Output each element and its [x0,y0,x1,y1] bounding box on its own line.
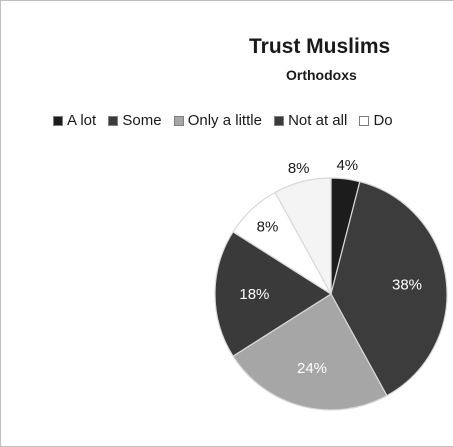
legend-label: A lot [67,112,97,129]
data-label-2: 24% [297,360,327,377]
legend-swatch [359,115,370,126]
data-label-3: 18% [239,286,269,303]
legend-swatch [173,115,184,126]
chart-subtitle: Orthodoxs [286,67,357,83]
pie-slice-2 [232,293,388,411]
legend-item-a-lot: A lot [53,112,96,129]
data-label-1: 38% [392,276,422,293]
legend-item-only-a-little: Only a little [173,112,262,129]
chart-title: Trust Muslims [249,35,391,58]
legend-label: Some [122,112,162,129]
legend-label: Only a little [187,112,262,129]
legend-label: Do [373,112,393,129]
pie-slice-3 [214,231,333,357]
data-label-4: 8% [257,218,279,235]
legend-swatch [53,115,63,126]
legend-item-not-at-all: Not at all [274,112,347,129]
data-label-0: 4% [336,157,358,174]
legend-swatch [274,115,285,126]
data-label-5: 8% [288,160,310,177]
legend-swatch [108,115,119,126]
legend-item-some: Some [108,112,162,129]
legend-label: Not at all [288,112,348,129]
legend: A lot Some Only a little Not at all Do [53,112,453,130]
pie-slice-5 [274,177,332,295]
pie-slice-1 [330,180,448,397]
legend-item-do: Do [359,112,393,129]
